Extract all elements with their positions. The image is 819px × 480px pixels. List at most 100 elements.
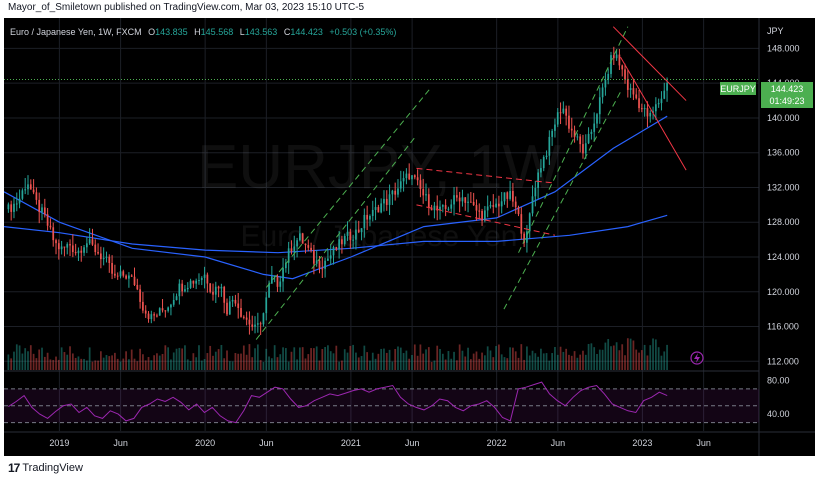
candle-body — [32, 189, 35, 193]
volume-bar — [100, 351, 102, 370]
rsi-line — [8, 381, 668, 424]
volume-bar — [170, 359, 172, 370]
volume-bar — [206, 353, 209, 370]
watermark-ticker: EURJPY, 1W — [197, 133, 562, 202]
volume-bar — [24, 348, 27, 370]
candle-body — [554, 124, 556, 131]
candle-body — [296, 240, 298, 247]
publisher-header: Mayor_of_Smiletown published on TradingV… — [8, 2, 365, 13]
volume-bar — [621, 344, 624, 370]
candle-body — [41, 207, 43, 213]
volume-bar — [245, 354, 248, 370]
candle-body — [324, 260, 326, 269]
symbol-legend[interactable]: Euro / Japanese Yen, 1W, FXCM O143.835 H… — [10, 27, 396, 37]
candle-body — [214, 286, 217, 295]
volume-bar — [430, 361, 433, 370]
channel-line — [416, 167, 555, 184]
volume-bar — [640, 350, 643, 370]
volume-bar — [352, 344, 355, 370]
candle-body — [624, 69, 626, 80]
chart-frame[interactable]: EURJPY, 1W Euro / Japanese Yen Euro / Ja… — [3, 18, 815, 456]
volume-bar — [598, 349, 601, 370]
candle-body — [142, 301, 144, 311]
volume-bar — [262, 361, 265, 370]
volume-bar — [498, 344, 500, 370]
candle-body — [105, 256, 108, 258]
candle-body — [366, 214, 369, 220]
volume-bar — [520, 344, 523, 370]
volume-bar — [495, 346, 497, 370]
candle-body — [526, 231, 528, 243]
time-tick-label: 2019 — [49, 438, 69, 448]
volume-bar — [369, 360, 371, 370]
volume-bar — [304, 358, 307, 370]
trend-channels[interactable] — [255, 26, 687, 340]
candle-body — [652, 111, 654, 113]
volume-bar — [153, 355, 155, 370]
volume-bar — [299, 347, 301, 370]
candle-body — [405, 173, 408, 179]
candle-body — [593, 123, 596, 132]
candle-body — [486, 206, 489, 211]
candle-body — [279, 281, 282, 287]
candle-body — [380, 203, 383, 213]
candle-body — [540, 168, 542, 173]
volume-bar — [626, 338, 629, 370]
volume-bar — [259, 360, 262, 370]
volume-bar — [332, 353, 335, 370]
candlesticks[interactable] — [7, 46, 668, 335]
volume-bar — [276, 357, 279, 370]
volume-bar — [607, 339, 610, 370]
volume-bar — [467, 347, 469, 370]
volume-bar — [142, 354, 144, 370]
volume-bar — [638, 352, 640, 370]
candle-body — [573, 130, 576, 138]
volume-bar — [105, 355, 108, 370]
candle-body — [242, 316, 245, 318]
volume-bar — [192, 353, 195, 370]
channel-line — [620, 56, 687, 171]
candle-body — [596, 114, 598, 124]
volume-bar — [63, 352, 66, 370]
volume-bar — [265, 348, 268, 370]
volume-bar — [329, 351, 332, 370]
moving-average-line — [3, 214, 668, 254]
last-price-badge: 144.423 01:49:23 — [761, 82, 813, 108]
tradingview-logo-icon[interactable]: 17 — [8, 461, 20, 475]
volume-bar — [66, 354, 69, 370]
volume-bar — [114, 352, 116, 370]
candle-body — [284, 262, 287, 269]
candle-body — [136, 285, 139, 290]
candle-body — [441, 205, 444, 207]
close-value: 144.423 — [290, 27, 323, 37]
time-axis[interactable]: 2019 Jun 2020 Jun 2021 Jun 2022 Jun 2023 Jun — [4, 431, 815, 448]
candle-body — [66, 244, 69, 248]
volume-bar — [531, 350, 534, 370]
candle-body — [63, 246, 66, 248]
candle-body — [245, 317, 248, 320]
volume-bar — [318, 360, 321, 370]
lightning-icon[interactable] — [690, 351, 704, 365]
candle-body — [371, 209, 374, 216]
price-chart[interactable]: EURJPY, 1W Euro / Japanese Yen Euro / Ja… — [3, 18, 815, 456]
candle-body — [461, 197, 464, 202]
volume-bar — [38, 349, 41, 370]
candle-body — [52, 227, 55, 241]
volume-bar — [77, 356, 80, 370]
rsi-pane[interactable]: 80.00 40.00 — [4, 370, 790, 424]
rsi-tick-label: 80.00 — [767, 375, 790, 385]
volume-bar — [91, 361, 94, 370]
volume-bar — [408, 358, 411, 370]
tradingview-brand[interactable]: TradingView — [22, 462, 83, 474]
volume-bar — [657, 347, 660, 370]
volume-bar — [512, 347, 514, 370]
volume-bar — [209, 345, 212, 370]
candle-body — [607, 73, 610, 80]
candle-body — [220, 286, 223, 289]
candle-body — [413, 175, 416, 178]
candle-body — [206, 274, 209, 284]
candle-body — [161, 308, 164, 311]
candle-body — [18, 198, 21, 204]
candle-body — [498, 203, 500, 207]
time-tick-label: Jun — [551, 438, 566, 448]
